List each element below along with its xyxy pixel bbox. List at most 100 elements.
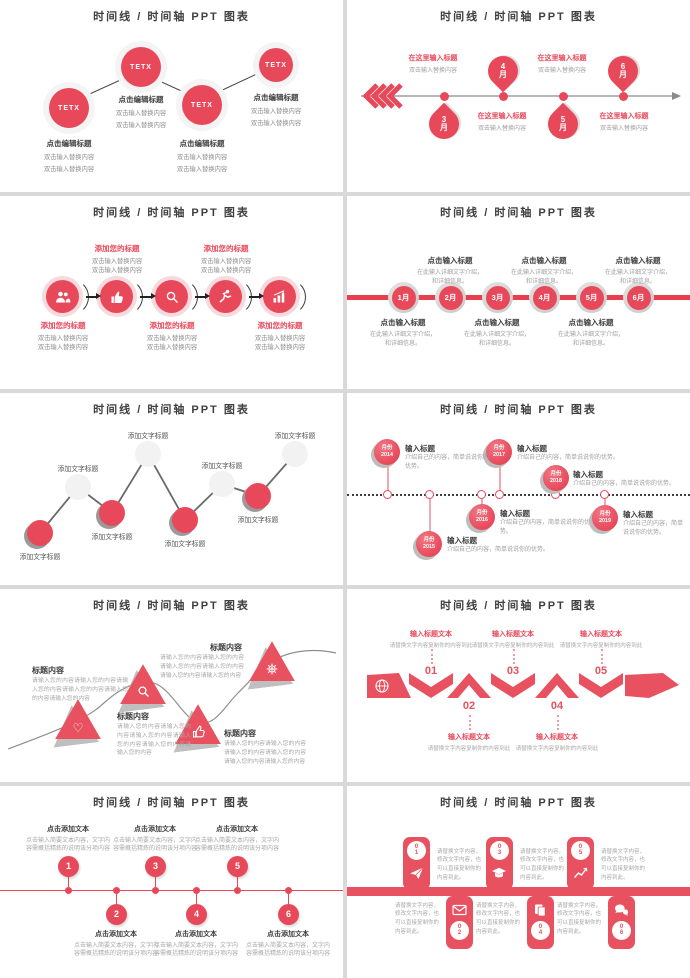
dotted-connector bbox=[557, 715, 559, 731]
number-circle: 3 bbox=[145, 855, 166, 877]
item-title: 点击编辑标题 bbox=[253, 93, 299, 102]
month-label: 6月 bbox=[626, 285, 651, 310]
item-title: 添加您的标题 bbox=[149, 321, 195, 331]
slide-title: 时间线 / 时间轴 PPT 图表 bbox=[93, 11, 250, 23]
month-node: 6月 bbox=[623, 282, 654, 314]
item-sub: 介绍自己的内容，简单说说你的优势。 bbox=[405, 454, 490, 470]
timeline-dot bbox=[559, 92, 568, 101]
stem bbox=[68, 875, 70, 888]
slide-thumbnail-9[interactable]: 时间线 / 时间轴 PPT 图表 1 3 5 2 4 6 点击添加文本 点击输入… bbox=[0, 785, 343, 978]
flow-arrowhead bbox=[96, 293, 101, 300]
item-text: 输入标题文本 请替换文字内容复制你的内容到此 bbox=[511, 732, 603, 752]
item-sub: 双击输入替换内容 bbox=[250, 120, 302, 127]
timeline-node: TETX bbox=[43, 82, 95, 134]
heart-icon: ♡ bbox=[72, 721, 84, 736]
month-label: 4月 bbox=[532, 285, 557, 310]
item-sub: 请替换文字内容复制你的内容到此 bbox=[427, 746, 511, 753]
item-sub: 双击输入替换内容 bbox=[250, 108, 302, 115]
item-body: 请输入您的内容请输入您的内容请输入您的内容请输入您的内容请输入您的内容请输入您的… bbox=[160, 655, 244, 679]
timeline-line bbox=[0, 889, 343, 891]
stem bbox=[288, 892, 290, 905]
slide-thumbnail-1[interactable]: 时间线 / 时间轴 PPT 图表 TETX TETX TETX TETX 点击编… bbox=[0, 0, 343, 193]
envelope-icon bbox=[451, 903, 467, 917]
item-sub: 点击输入简要文本内容，文字内容需概括精炼的说明该分项内容 bbox=[153, 942, 238, 958]
item-title: 点击编辑标题 bbox=[118, 95, 164, 104]
item-text: 点击输入标题 在此输入详细文字介绍， 和详细信息。 bbox=[452, 317, 542, 348]
item-text: 点击输入标题 在此输入详细文字介绍， 和详细信息。 bbox=[499, 255, 589, 286]
stem bbox=[481, 498, 483, 506]
item-body: 请输入您的内容请输入您的内容请输入您的内容请输入您的内容请输入您的内容请输入您的… bbox=[32, 678, 128, 702]
arrow-shaft-and-fletching bbox=[361, 83, 681, 109]
month-label: 5月 bbox=[579, 285, 604, 310]
flow-arrowhead bbox=[205, 293, 210, 300]
item-sub: 请替换文字内容，修改文字内容，也可以直接复制你的内容到此。 bbox=[557, 902, 602, 935]
item-sub: 请替换文字内容复制你的内容到此 bbox=[389, 643, 473, 650]
item-text: 输入标题文本 请替换文字内容复制你的内容到此 bbox=[385, 629, 477, 649]
timeline-dot bbox=[113, 886, 120, 894]
red-node bbox=[99, 499, 125, 526]
item-title: 点击添加文本 bbox=[134, 825, 176, 833]
slide-thumbnail-6[interactable]: 时间线 / 时间轴 PPT 图表 月份 2014 月份 2015 月份 2016 月份… bbox=[347, 392, 690, 586]
item-sub: 请替换文字内容复制你的内容到此 bbox=[515, 746, 599, 753]
item-sub: 双击输入替换内容 bbox=[43, 166, 95, 173]
node-label: 添加文字标题 bbox=[57, 465, 99, 473]
slide-thumbnail-4[interactable]: 时间线 / 时间轴 PPT 图表 1月 2月 3月 4月 5月 6月 点击输入标… bbox=[347, 196, 690, 389]
item-sub: 双击输入替换内容 bbox=[37, 344, 89, 352]
item-sub: 请替换文字内容，修改文字内容，也可以直接复制你的内容到此。 bbox=[395, 902, 440, 935]
gray-node bbox=[209, 470, 235, 497]
item-title: 输入标题文本 bbox=[536, 734, 578, 742]
dotted-connector bbox=[469, 715, 471, 731]
item-title: 点击添加文本 bbox=[95, 930, 137, 938]
axis-circle bbox=[477, 489, 486, 499]
month-node: 3月 bbox=[482, 282, 513, 314]
dotted-connector bbox=[601, 649, 603, 665]
step-number: 05 bbox=[594, 665, 608, 678]
item-title: 在这里输入标题 bbox=[408, 55, 458, 62]
echo-arc bbox=[107, 279, 143, 316]
stem bbox=[155, 875, 157, 888]
item-title: 点击输入标题 bbox=[615, 256, 661, 266]
slide-thumbnail-8[interactable]: 时间线 / 时间轴 PPT 图表 01 02 03 04 05 输入标题文本 请… bbox=[347, 589, 690, 782]
item-title: 点击输入标题 bbox=[427, 256, 473, 266]
item-text: 点击输入标题 在此输入详细文字介绍， 和详细信息。 bbox=[593, 255, 683, 286]
item-sub: 介绍自己的内容，简单说说你的优势。 bbox=[623, 520, 684, 536]
slide-thumbnail-5[interactable]: 时间线 / 时间轴 PPT 图表 添加文字标题 添加文字标题 添加文字标题 添加… bbox=[0, 392, 343, 586]
echo-arc bbox=[216, 279, 252, 316]
axis-circle bbox=[383, 489, 392, 499]
slide-thumbnail-7[interactable]: 时间线 / 时间轴 PPT 图表 ♡ 标题内容 请输入您的内容请输入您的内容请输… bbox=[0, 589, 343, 782]
timeline-dot bbox=[285, 886, 292, 894]
year-ball: 月份 2014 bbox=[374, 438, 400, 465]
red-node bbox=[245, 482, 271, 509]
year-ball: 月份 2018 bbox=[543, 464, 569, 491]
paper-plane-icon bbox=[408, 866, 424, 880]
item-title: 点击添加文本 bbox=[216, 825, 258, 833]
slide-title: 时间线 / 时间轴 PPT 图表 bbox=[93, 403, 250, 416]
month-node: 4月 bbox=[529, 282, 560, 314]
stem bbox=[387, 463, 389, 491]
timeline-dot bbox=[499, 92, 508, 101]
timeline-dot bbox=[234, 886, 241, 894]
red-node bbox=[172, 506, 198, 533]
gray-node bbox=[135, 440, 161, 467]
timeline-node: TETX bbox=[253, 42, 299, 88]
item-sub: 在此输入详细文字介绍， 和详细信息。 bbox=[369, 331, 436, 347]
graduation-cap-icon bbox=[491, 866, 507, 880]
item-sub: 点击输入简要文本内容，文字内容需概括精炼的说明该分项内容 bbox=[25, 837, 110, 853]
slide-thumbnail-3[interactable]: 时间线 / 时间轴 PPT 图表 添加您的标题 双击输入替换内容 双击输入替换内… bbox=[0, 196, 343, 389]
gray-node bbox=[282, 440, 308, 467]
chevron-band bbox=[367, 673, 679, 699]
red-node bbox=[27, 519, 53, 546]
month-label: 3月 bbox=[485, 285, 510, 310]
item-title: 输入标题 bbox=[500, 508, 530, 518]
item-title: 标题内容 bbox=[117, 712, 149, 722]
item-text: 点击添加文本 点击输入简要文本内容，文字内容需概括精炼的说明该分项内容 bbox=[73, 929, 159, 959]
month-label: 1月 bbox=[391, 285, 416, 310]
